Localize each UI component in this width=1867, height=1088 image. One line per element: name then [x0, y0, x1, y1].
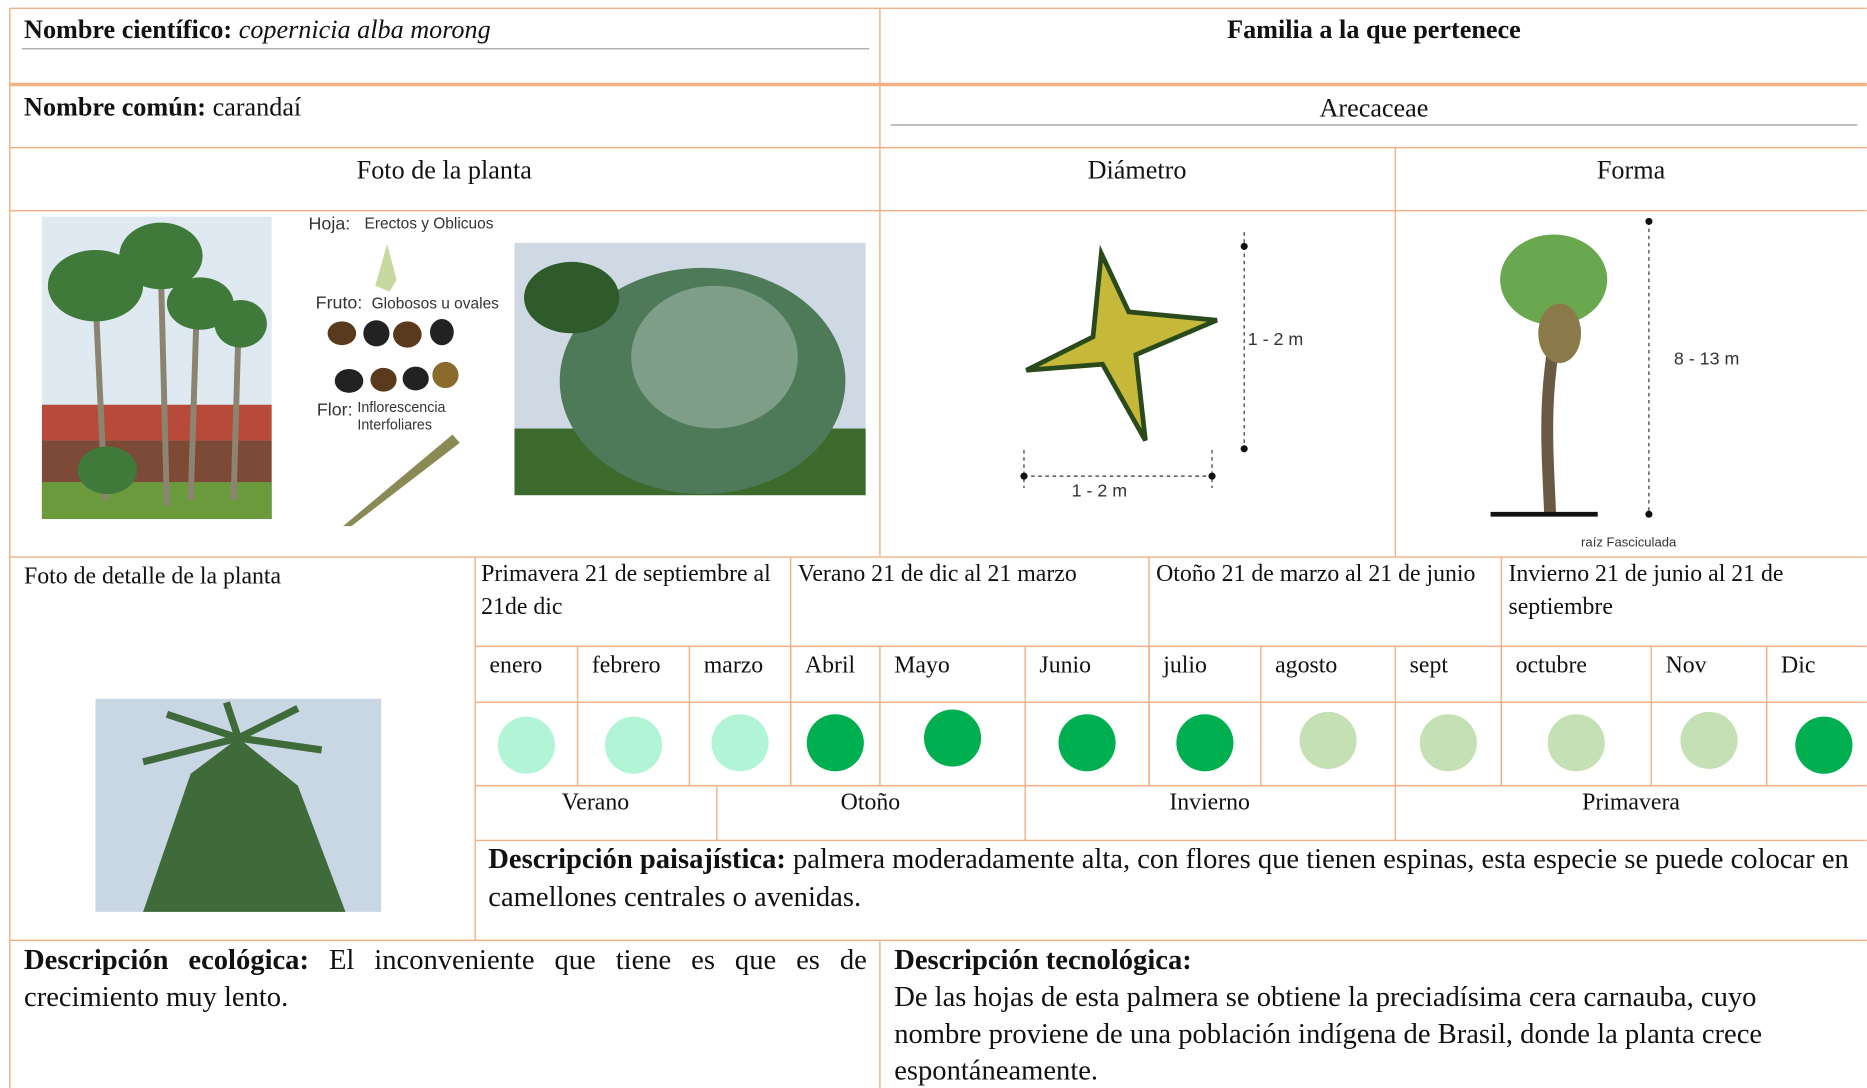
month: febrero — [592, 653, 661, 679]
flower-desc-box: Inflorescencia Interfoliares — [357, 398, 446, 434]
family-label: Familia a la que pertenece — [1227, 15, 1521, 44]
ecological-box: Descripción ecológica: El inconveniente … — [24, 943, 867, 1017]
label: Nombre común: — [24, 92, 206, 121]
text: palmera moderadamente alta, con flores q… — [488, 843, 1849, 914]
technological-box: Descripción tecnológica: De las hojas de … — [894, 943, 1846, 1088]
fruit-desc: Globosos u ovales — [372, 295, 500, 312]
season-label: Invierno — [1169, 789, 1250, 815]
column-header: Foto de la planta — [357, 156, 533, 185]
month-status — [1299, 711, 1357, 769]
shape-diagram: 8 - 13 m raíz Fasciculada — [1490, 217, 1739, 549]
fruit-label: Fruto: — [316, 292, 363, 312]
month: Junio — [1039, 653, 1091, 679]
month-status — [604, 716, 663, 774]
month-status — [806, 714, 864, 772]
month: sept — [1410, 653, 1449, 679]
month-status — [1058, 714, 1116, 772]
leaf-desc: Erectos y Oblicuos — [365, 216, 494, 233]
text: De las hojas de esta palmera se obtiene … — [894, 982, 1763, 1087]
label: Descripción ecológica: — [24, 945, 310, 977]
diameter-width: 1 - 2 m — [1072, 480, 1128, 500]
season-label: Verano — [562, 789, 629, 815]
month-status — [1419, 714, 1477, 772]
technological-description: Descripción tecnológica: De las hojas de … — [894, 943, 1846, 1088]
plant-photo — [41, 216, 272, 520]
month-status — [1795, 716, 1853, 774]
season: Verano 21 de dic al 21 marzo — [797, 560, 1077, 587]
season: Otoño 21 de marzo al 21 de junio — [1156, 560, 1476, 587]
season-box: Verano 21 de dic al 21 marzo — [797, 560, 1077, 587]
month-status — [1547, 714, 1605, 772]
landscape-description: Descripción paisajística: palmera modera… — [488, 840, 1857, 916]
text: El inconveniente que tiene es que es de … — [24, 945, 867, 1014]
diameter-diagram: 1 - 2 m 1 - 2 m — [1020, 232, 1303, 500]
season-box: Otoño 21 de marzo al 21 de junio — [1156, 560, 1476, 587]
season-box: Invierno 21 de junio al 21 de septiembre — [1508, 560, 1784, 621]
plant-parts: Hoja: Erectos y Oblicuos Fruto: Globosos… — [309, 214, 500, 527]
ecological-description: Descripción ecológica: El inconveniente … — [24, 943, 867, 1017]
plant-photo — [514, 242, 866, 496]
label: Descripción paisajística: — [488, 843, 786, 875]
landscape-box: Descripción paisajística: palmera modera… — [488, 840, 1857, 916]
month-status — [923, 709, 982, 767]
label: Descripción tecnológica: — [894, 945, 1192, 977]
table-grid — [9, 7, 1867, 1088]
family: Arecaceae — [1319, 94, 1428, 123]
month-status — [711, 714, 769, 772]
diameter-height: 1 - 2 m — [1248, 329, 1304, 349]
month: enero — [489, 653, 542, 679]
root: raíz Fasciculada — [1581, 534, 1677, 549]
scientific-name-row: Nombre científico: copernicia alba moron… — [24, 15, 491, 44]
month: agosto — [1275, 653, 1337, 679]
month: octubre — [1516, 653, 1587, 679]
value: carandaí — [213, 92, 302, 121]
flower-label: Flor: — [317, 399, 353, 419]
height: 8 - 13 m — [1674, 348, 1739, 368]
season-box: Primavera 21 de septiembre al 21de dic — [481, 560, 771, 621]
month-status — [497, 716, 555, 774]
column-header: Diámetro — [1088, 156, 1187, 185]
column-header: Forma — [1597, 156, 1666, 185]
month: julio — [1162, 653, 1207, 679]
month: Nov — [1666, 653, 1707, 679]
value: copernicia alba morong — [239, 15, 491, 44]
season-label: Primavera — [1582, 789, 1680, 815]
month: marzo — [704, 653, 763, 679]
month-grid: enero febrero marzo Abril Mayo Junio julio agos… — [489, 646, 1853, 786]
month-status — [1680, 711, 1738, 769]
month: Abril — [805, 653, 856, 679]
column-header: Foto de detalle de la planta — [24, 563, 281, 589]
common-name-row: Nombre común: carandaí — [24, 92, 301, 121]
label: Nombre científico: — [24, 15, 232, 44]
leaf-label: Hoja: — [309, 214, 351, 234]
month: Dic — [1781, 653, 1815, 679]
season: Invierno 21 de junio al 21 de septiembre — [1508, 560, 1784, 621]
season: Primavera 21 de septiembre al 21de dic — [481, 560, 771, 621]
season-label: Otoño — [841, 789, 901, 815]
flower-desc: Inflorescencia Interfoliares — [357, 398, 446, 434]
month-status — [1176, 714, 1234, 772]
month: Mayo — [894, 653, 950, 679]
detail-photo — [95, 698, 382, 912]
